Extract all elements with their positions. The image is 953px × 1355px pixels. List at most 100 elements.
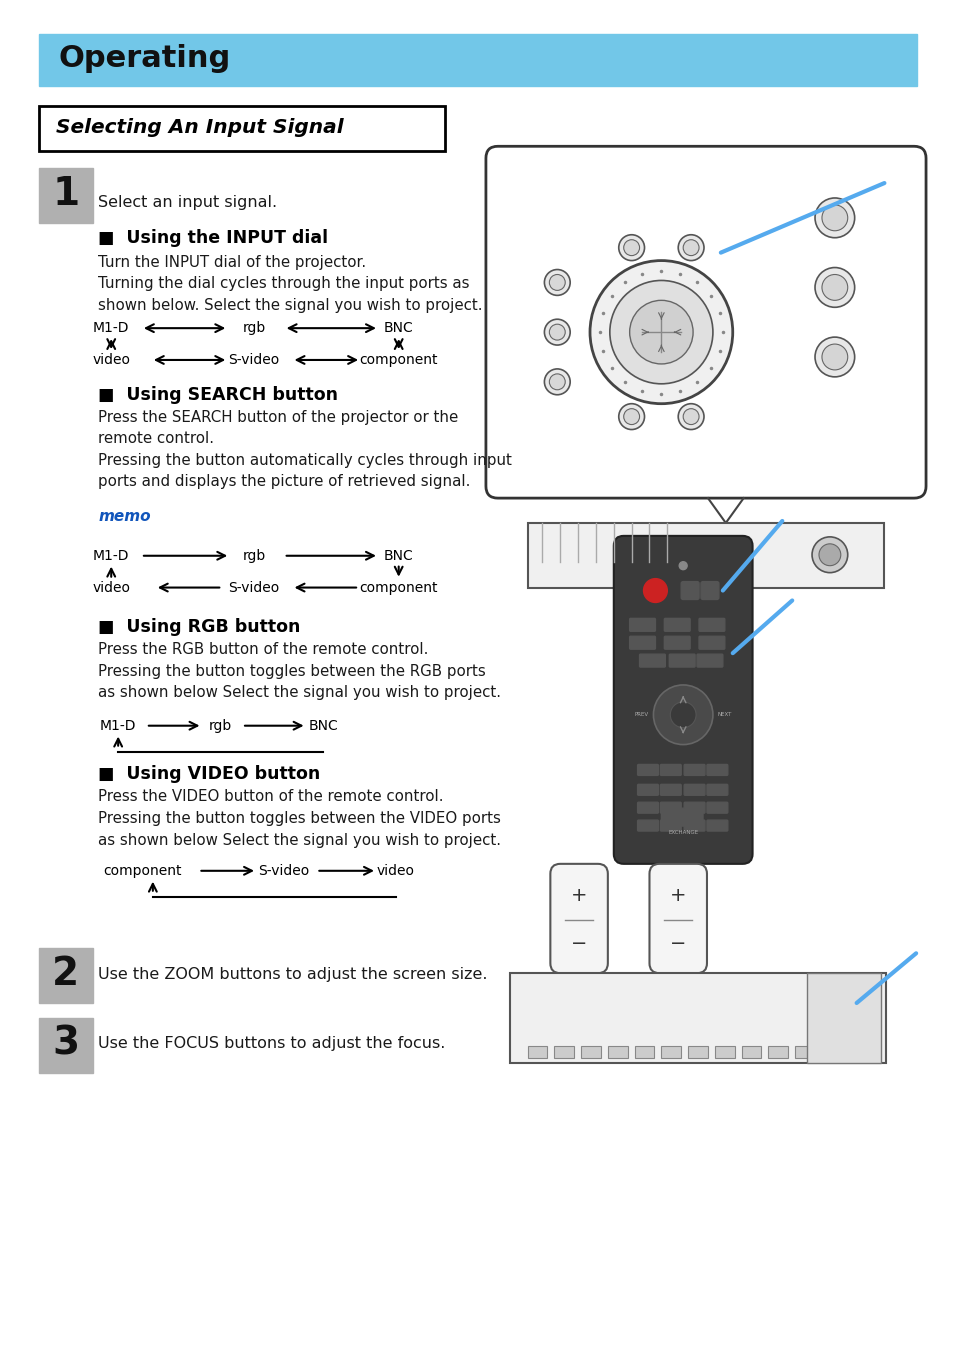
Circle shape	[818, 543, 840, 565]
FancyBboxPatch shape	[613, 535, 752, 864]
Bar	[740, 1046, 760, 1058]
FancyBboxPatch shape	[637, 785, 658, 795]
Text: memo: memo	[98, 509, 151, 524]
Text: +: +	[669, 886, 686, 905]
Text: Press the RGB button of the remote control.
Pressing the button toggles between : Press the RGB button of the remote contr…	[98, 642, 501, 701]
Text: Use the FOCUS buttons to adjust the focus.: Use the FOCUS buttons to adjust the focu…	[98, 1037, 445, 1051]
FancyBboxPatch shape	[706, 785, 727, 795]
Text: rgb: rgb	[242, 321, 265, 335]
FancyBboxPatch shape	[683, 764, 704, 775]
FancyBboxPatch shape	[663, 618, 689, 631]
FancyBboxPatch shape	[485, 146, 925, 499]
Text: video: video	[92, 352, 131, 367]
FancyBboxPatch shape	[649, 864, 706, 973]
FancyBboxPatch shape	[706, 820, 727, 831]
FancyBboxPatch shape	[637, 764, 658, 775]
Circle shape	[678, 404, 703, 430]
Text: BNC: BNC	[383, 549, 414, 562]
Text: Selecting An Input Signal: Selecting An Input Signal	[55, 118, 343, 137]
Bar	[527, 1046, 547, 1058]
Circle shape	[814, 337, 854, 377]
FancyBboxPatch shape	[659, 764, 680, 775]
Text: video: video	[376, 863, 415, 878]
Circle shape	[589, 260, 732, 404]
Circle shape	[821, 275, 847, 301]
Circle shape	[653, 686, 712, 745]
Circle shape	[682, 409, 699, 424]
Text: 2: 2	[52, 955, 79, 993]
Circle shape	[609, 280, 712, 383]
Text: rgb: rgb	[242, 549, 265, 562]
Bar	[580, 1046, 600, 1058]
Circle shape	[679, 562, 686, 569]
Text: M1-D: M1-D	[92, 321, 130, 335]
Circle shape	[549, 374, 564, 390]
Bar	[821, 1046, 841, 1058]
Circle shape	[629, 301, 693, 364]
Text: S-video: S-video	[258, 863, 309, 878]
FancyBboxPatch shape	[669, 654, 695, 667]
Text: BNC: BNC	[383, 321, 414, 335]
Circle shape	[549, 275, 564, 290]
Text: ■  Using RGB button: ■ Using RGB button	[98, 618, 300, 637]
FancyBboxPatch shape	[659, 820, 680, 831]
FancyBboxPatch shape	[697, 654, 722, 667]
Circle shape	[623, 409, 639, 424]
FancyBboxPatch shape	[629, 618, 655, 631]
Text: BNC: BNC	[308, 718, 338, 733]
Bar	[714, 1046, 734, 1058]
Bar	[660, 1046, 680, 1058]
Text: Operating: Operating	[59, 45, 231, 73]
FancyBboxPatch shape	[706, 764, 727, 775]
FancyBboxPatch shape	[660, 808, 702, 827]
Bar	[39, 948, 93, 1003]
Circle shape	[670, 702, 696, 728]
FancyBboxPatch shape	[683, 802, 704, 813]
Circle shape	[814, 267, 854, 308]
Circle shape	[821, 344, 847, 370]
Circle shape	[544, 270, 570, 295]
Text: M1-D: M1-D	[92, 549, 130, 562]
Bar	[634, 1046, 654, 1058]
Text: rgb: rgb	[209, 718, 232, 733]
Bar	[687, 1046, 707, 1058]
Bar	[39, 106, 445, 152]
Circle shape	[682, 240, 699, 256]
Circle shape	[618, 234, 644, 260]
FancyBboxPatch shape	[683, 785, 704, 795]
Text: 3: 3	[52, 1024, 79, 1062]
Text: −: −	[669, 934, 686, 953]
FancyBboxPatch shape	[699, 618, 724, 631]
Text: ■  Using the INPUT dial: ■ Using the INPUT dial	[98, 229, 328, 247]
Text: component: component	[359, 580, 437, 595]
Bar	[767, 1046, 787, 1058]
Bar	[39, 168, 93, 222]
FancyBboxPatch shape	[637, 820, 658, 831]
Text: ■  Using VIDEO button: ■ Using VIDEO button	[98, 766, 320, 783]
Text: +: +	[570, 886, 587, 905]
FancyBboxPatch shape	[629, 637, 655, 649]
Circle shape	[549, 324, 564, 340]
FancyBboxPatch shape	[639, 654, 664, 667]
Bar	[39, 34, 916, 85]
Text: Press the VIDEO button of the remote control.
Pressing the button toggles betwee: Press the VIDEO button of the remote con…	[98, 790, 501, 847]
Text: M1-D: M1-D	[100, 718, 136, 733]
Text: EXCHANGE: EXCHANGE	[667, 829, 698, 835]
Text: PREV: PREV	[634, 713, 648, 717]
Text: Turn the INPUT dial of the projector.
Turning the dial cycles through the input : Turn the INPUT dial of the projector. Tu…	[98, 255, 482, 313]
FancyBboxPatch shape	[683, 820, 704, 831]
Bar	[806, 973, 881, 1062]
Circle shape	[623, 240, 639, 256]
Circle shape	[814, 198, 854, 237]
FancyBboxPatch shape	[550, 864, 607, 973]
Text: 1: 1	[52, 175, 79, 213]
Circle shape	[544, 369, 570, 394]
Text: S-video: S-video	[228, 352, 279, 367]
FancyBboxPatch shape	[706, 802, 727, 813]
Text: Press the SEARCH button of the projector or the
remote control.
Pressing the but: Press the SEARCH button of the projector…	[98, 409, 512, 489]
FancyBboxPatch shape	[699, 637, 724, 649]
Bar	[527, 523, 883, 588]
Text: component: component	[104, 863, 182, 878]
Text: component: component	[359, 352, 437, 367]
Circle shape	[678, 234, 703, 260]
